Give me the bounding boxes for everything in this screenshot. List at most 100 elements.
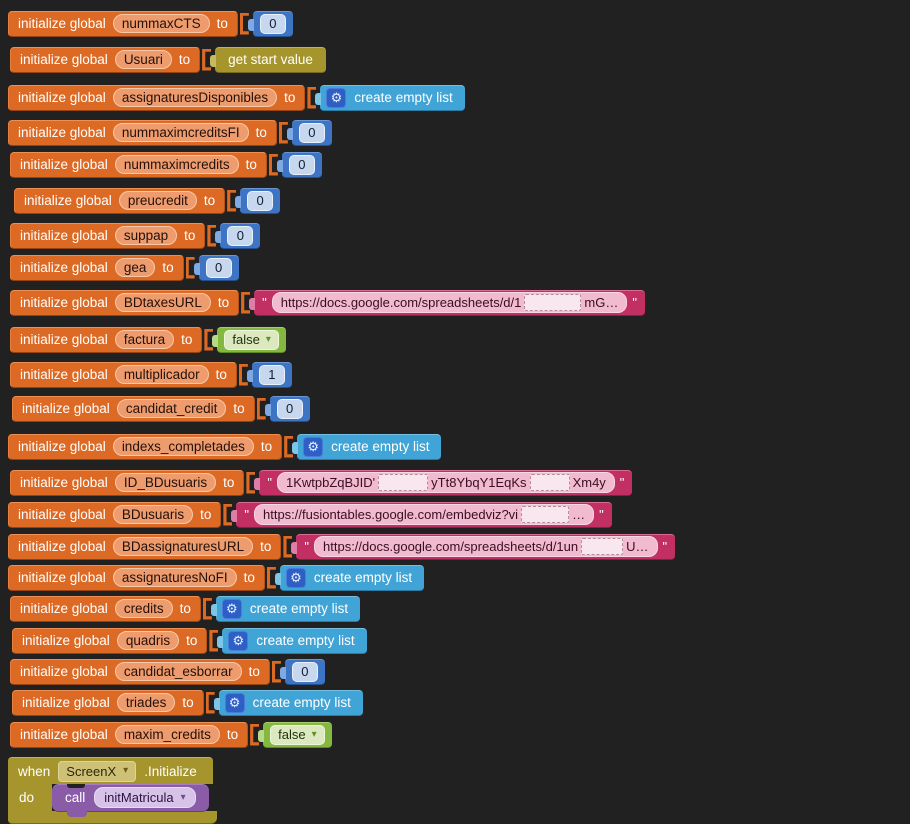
variable-name-field[interactable]: candidat_esborrar (114, 662, 242, 681)
variable-name-field[interactable]: multiplicador (114, 365, 209, 384)
block-init-global-nummaximcreditsFI[interactable]: initialize global nummaximcreditsFI to 0 (8, 119, 910, 146)
variable-name-field[interactable]: BDassignaturesURL (112, 537, 254, 556)
initialize-global-block[interactable]: initialize global BDtaxesURL to (10, 289, 240, 316)
variable-name-field[interactable]: indexs_completades (112, 437, 254, 456)
block-init-global-candidat_credit[interactable]: initialize global candidat_credit to 0 (12, 395, 910, 422)
variable-name-field[interactable]: maxim_credits (114, 725, 220, 744)
variable-name-field[interactable]: gea (114, 258, 156, 277)
create-empty-list-block[interactable]: ⚙ create empty list (315, 84, 465, 111)
variable-name-field[interactable]: credits (114, 599, 173, 618)
block-init-global-triades[interactable]: initialize global triades to ⚙ create em… (12, 689, 910, 716)
block-init-global-credits[interactable]: initialize global credits to ⚙ create em… (10, 595, 910, 622)
block-init-global-multiplicador[interactable]: initialize global multiplicador to 1 (10, 361, 910, 388)
logic-false-block[interactable]: false ▾ (258, 721, 332, 748)
initialize-global-block[interactable]: initialize global BDassignaturesURL to (8, 533, 282, 560)
component-dropdown[interactable]: ScreenX ▾ (58, 760, 137, 782)
initialize-global-block[interactable]: initialize global quadris to (12, 627, 208, 654)
string-field[interactable]: 1KwtpbZqBJID' yTt8YbqY1EqKs Xm4y (276, 472, 615, 493)
variable-name-field[interactable]: nummaximcreditsFI (112, 123, 249, 142)
variable-name-field[interactable]: ID_BDusuaris (114, 473, 217, 492)
block-init-global-assignaturesDisponibles[interactable]: initialize global assignaturesDisponible… (8, 84, 910, 111)
logic-dropdown[interactable]: false ▾ (270, 724, 325, 745)
variable-name-field[interactable]: suppap (114, 226, 178, 245)
initialize-global-block[interactable]: initialize global ID_BDusuaris to (10, 469, 245, 496)
block-init-global-nummaxCTS[interactable]: initialize global nummaxCTS to 0 (8, 10, 910, 37)
variable-name-field[interactable]: BDtaxesURL (114, 293, 211, 312)
number-field[interactable]: 0 (259, 13, 286, 34)
initialize-global-block[interactable]: initialize global factura to (10, 326, 203, 353)
block-init-global-quadris[interactable]: initialize global quadris to ⚙ create em… (12, 627, 910, 654)
event-block-header[interactable]: when ScreenX ▾ .Initialize (8, 757, 213, 784)
initialize-global-block[interactable]: initialize global nummaxCTS to (8, 10, 238, 37)
text-string-block[interactable]: " https://fusiontables.google.com/embedv… (231, 501, 612, 528)
variable-name-field[interactable]: factura (114, 330, 175, 349)
initialize-global-block[interactable]: initialize global multiplicador to (10, 361, 237, 388)
number-field[interactable]: 0 (298, 122, 325, 143)
number-block[interactable]: 0 (235, 187, 281, 214)
get-start-value-block[interactable]: get start value (210, 46, 326, 73)
text-string-block[interactable]: " 1KwtpbZqBJID' yTt8YbqY1EqKs Xm4y " (254, 469, 633, 496)
number-field[interactable]: 0 (247, 190, 274, 211)
block-init-global-Usuari[interactable]: initialize global Usuari to get start va… (10, 46, 910, 73)
initialize-global-block[interactable]: initialize global gea to (10, 254, 184, 281)
number-block[interactable]: 0 (215, 222, 261, 249)
when-screen-initialize-block[interactable]: when ScreenX ▾ .Initialize do call initM… (8, 757, 217, 824)
initialize-global-block[interactable]: initialize global nummaximcredits to (10, 151, 267, 178)
initialize-global-block[interactable]: initialize global suppap to (10, 222, 206, 249)
create-empty-list-block[interactable]: ⚙ create empty list (274, 564, 425, 591)
block-init-global-assignaturesNoFI[interactable]: initialize global assignaturesNoFI to ⚙ … (8, 564, 910, 591)
create-empty-list-block[interactable]: ⚙ create empty list (210, 595, 361, 622)
initialize-global-block[interactable]: initialize global assignaturesNoFI to (8, 564, 265, 591)
variable-name-field[interactable]: preucredit (118, 191, 197, 210)
create-empty-list-block[interactable]: ⚙ create empty list (213, 689, 363, 716)
block-init-global-indexs_completades[interactable]: initialize global indexs_completades to … (8, 433, 910, 460)
number-block[interactable]: 0 (264, 395, 310, 422)
mutator-gear-icon[interactable]: ⚙ (224, 692, 245, 713)
initialize-global-block[interactable]: initialize global BDusuaris to (8, 501, 222, 528)
mutator-gear-icon[interactable]: ⚙ (228, 630, 249, 651)
variable-name-field[interactable]: nummaxCTS (112, 14, 210, 33)
block-init-global-candidat_esborrar[interactable]: initialize global candidat_esborrar to 0 (10, 658, 910, 685)
number-field[interactable]: 1 (258, 364, 285, 385)
logic-false-block[interactable]: false ▾ (212, 326, 286, 353)
number-block[interactable]: 0 (247, 10, 293, 37)
mutator-gear-icon[interactable]: ⚙ (221, 598, 242, 619)
string-field[interactable]: https://fusiontables.google.com/embedviz… (253, 504, 595, 525)
number-field[interactable]: 0 (205, 257, 232, 278)
number-block[interactable]: 1 (246, 361, 292, 388)
text-string-block[interactable]: " https://docs.google.com/spreadsheets/d… (291, 533, 676, 560)
variable-name-field[interactable]: assignaturesNoFI (112, 568, 237, 587)
mutator-gear-icon[interactable]: ⚙ (326, 87, 347, 108)
block-init-global-BDtaxesURL[interactable]: initialize global BDtaxesURL to " https:… (10, 289, 910, 316)
block-init-global-BDusuaris[interactable]: initialize global BDusuaris to " https:/… (8, 501, 910, 528)
text-string-block[interactable]: " https://docs.google.com/spreadsheets/d… (249, 289, 645, 316)
variable-name-field[interactable]: triades (116, 693, 176, 712)
block-init-global-BDassignaturesURL[interactable]: initialize global BDassignaturesURL to "… (8, 533, 910, 560)
block-init-global-maxim_credits[interactable]: initialize global maxim_credits to false… (10, 721, 910, 748)
create-empty-list-block[interactable]: ⚙ create empty list (217, 627, 367, 654)
variable-name-field[interactable]: Usuari (114, 50, 172, 69)
initialize-global-block[interactable]: initialize global preucredit to (14, 187, 226, 214)
block-init-global-factura[interactable]: initialize global factura to false ▾ (10, 326, 910, 353)
create-empty-list-block[interactable]: ⚙ create empty list (292, 433, 442, 460)
initialize-global-block[interactable]: initialize global indexs_completades to (8, 433, 283, 460)
call-procedure-block[interactable]: call initMatricula ▾ (52, 783, 209, 817)
initialize-global-block[interactable]: initialize global maxim_credits to (10, 721, 249, 748)
mutator-gear-icon[interactable]: ⚙ (285, 567, 306, 588)
string-field[interactable]: https://docs.google.com/spreadsheets/d/1… (314, 536, 658, 557)
number-block[interactable]: 0 (279, 658, 325, 685)
number-field[interactable]: 0 (288, 154, 315, 175)
number-block[interactable]: 0 (276, 151, 322, 178)
string-field[interactable]: https://docs.google.com/spreadsheets/d/1… (271, 292, 628, 313)
block-init-global-ID_BDusuaris[interactable]: initialize global ID_BDusuaris to " 1Kwt… (10, 469, 910, 496)
number-block[interactable]: 0 (193, 254, 239, 281)
variable-name-field[interactable]: BDusuaris (112, 505, 194, 524)
block-init-global-nummaximcredits[interactable]: initialize global nummaximcredits to 0 (10, 151, 910, 178)
block-init-global-gea[interactable]: initialize global gea to 0 (10, 254, 910, 281)
logic-dropdown[interactable]: false ▾ (224, 329, 279, 350)
number-block[interactable]: 0 (286, 119, 332, 146)
block-init-global-suppap[interactable]: initialize global suppap to 0 (10, 222, 910, 249)
mutator-gear-icon[interactable]: ⚙ (303, 436, 324, 457)
variable-name-field[interactable]: candidat_credit (116, 399, 227, 418)
variable-name-field[interactable]: nummaximcredits (114, 155, 239, 174)
